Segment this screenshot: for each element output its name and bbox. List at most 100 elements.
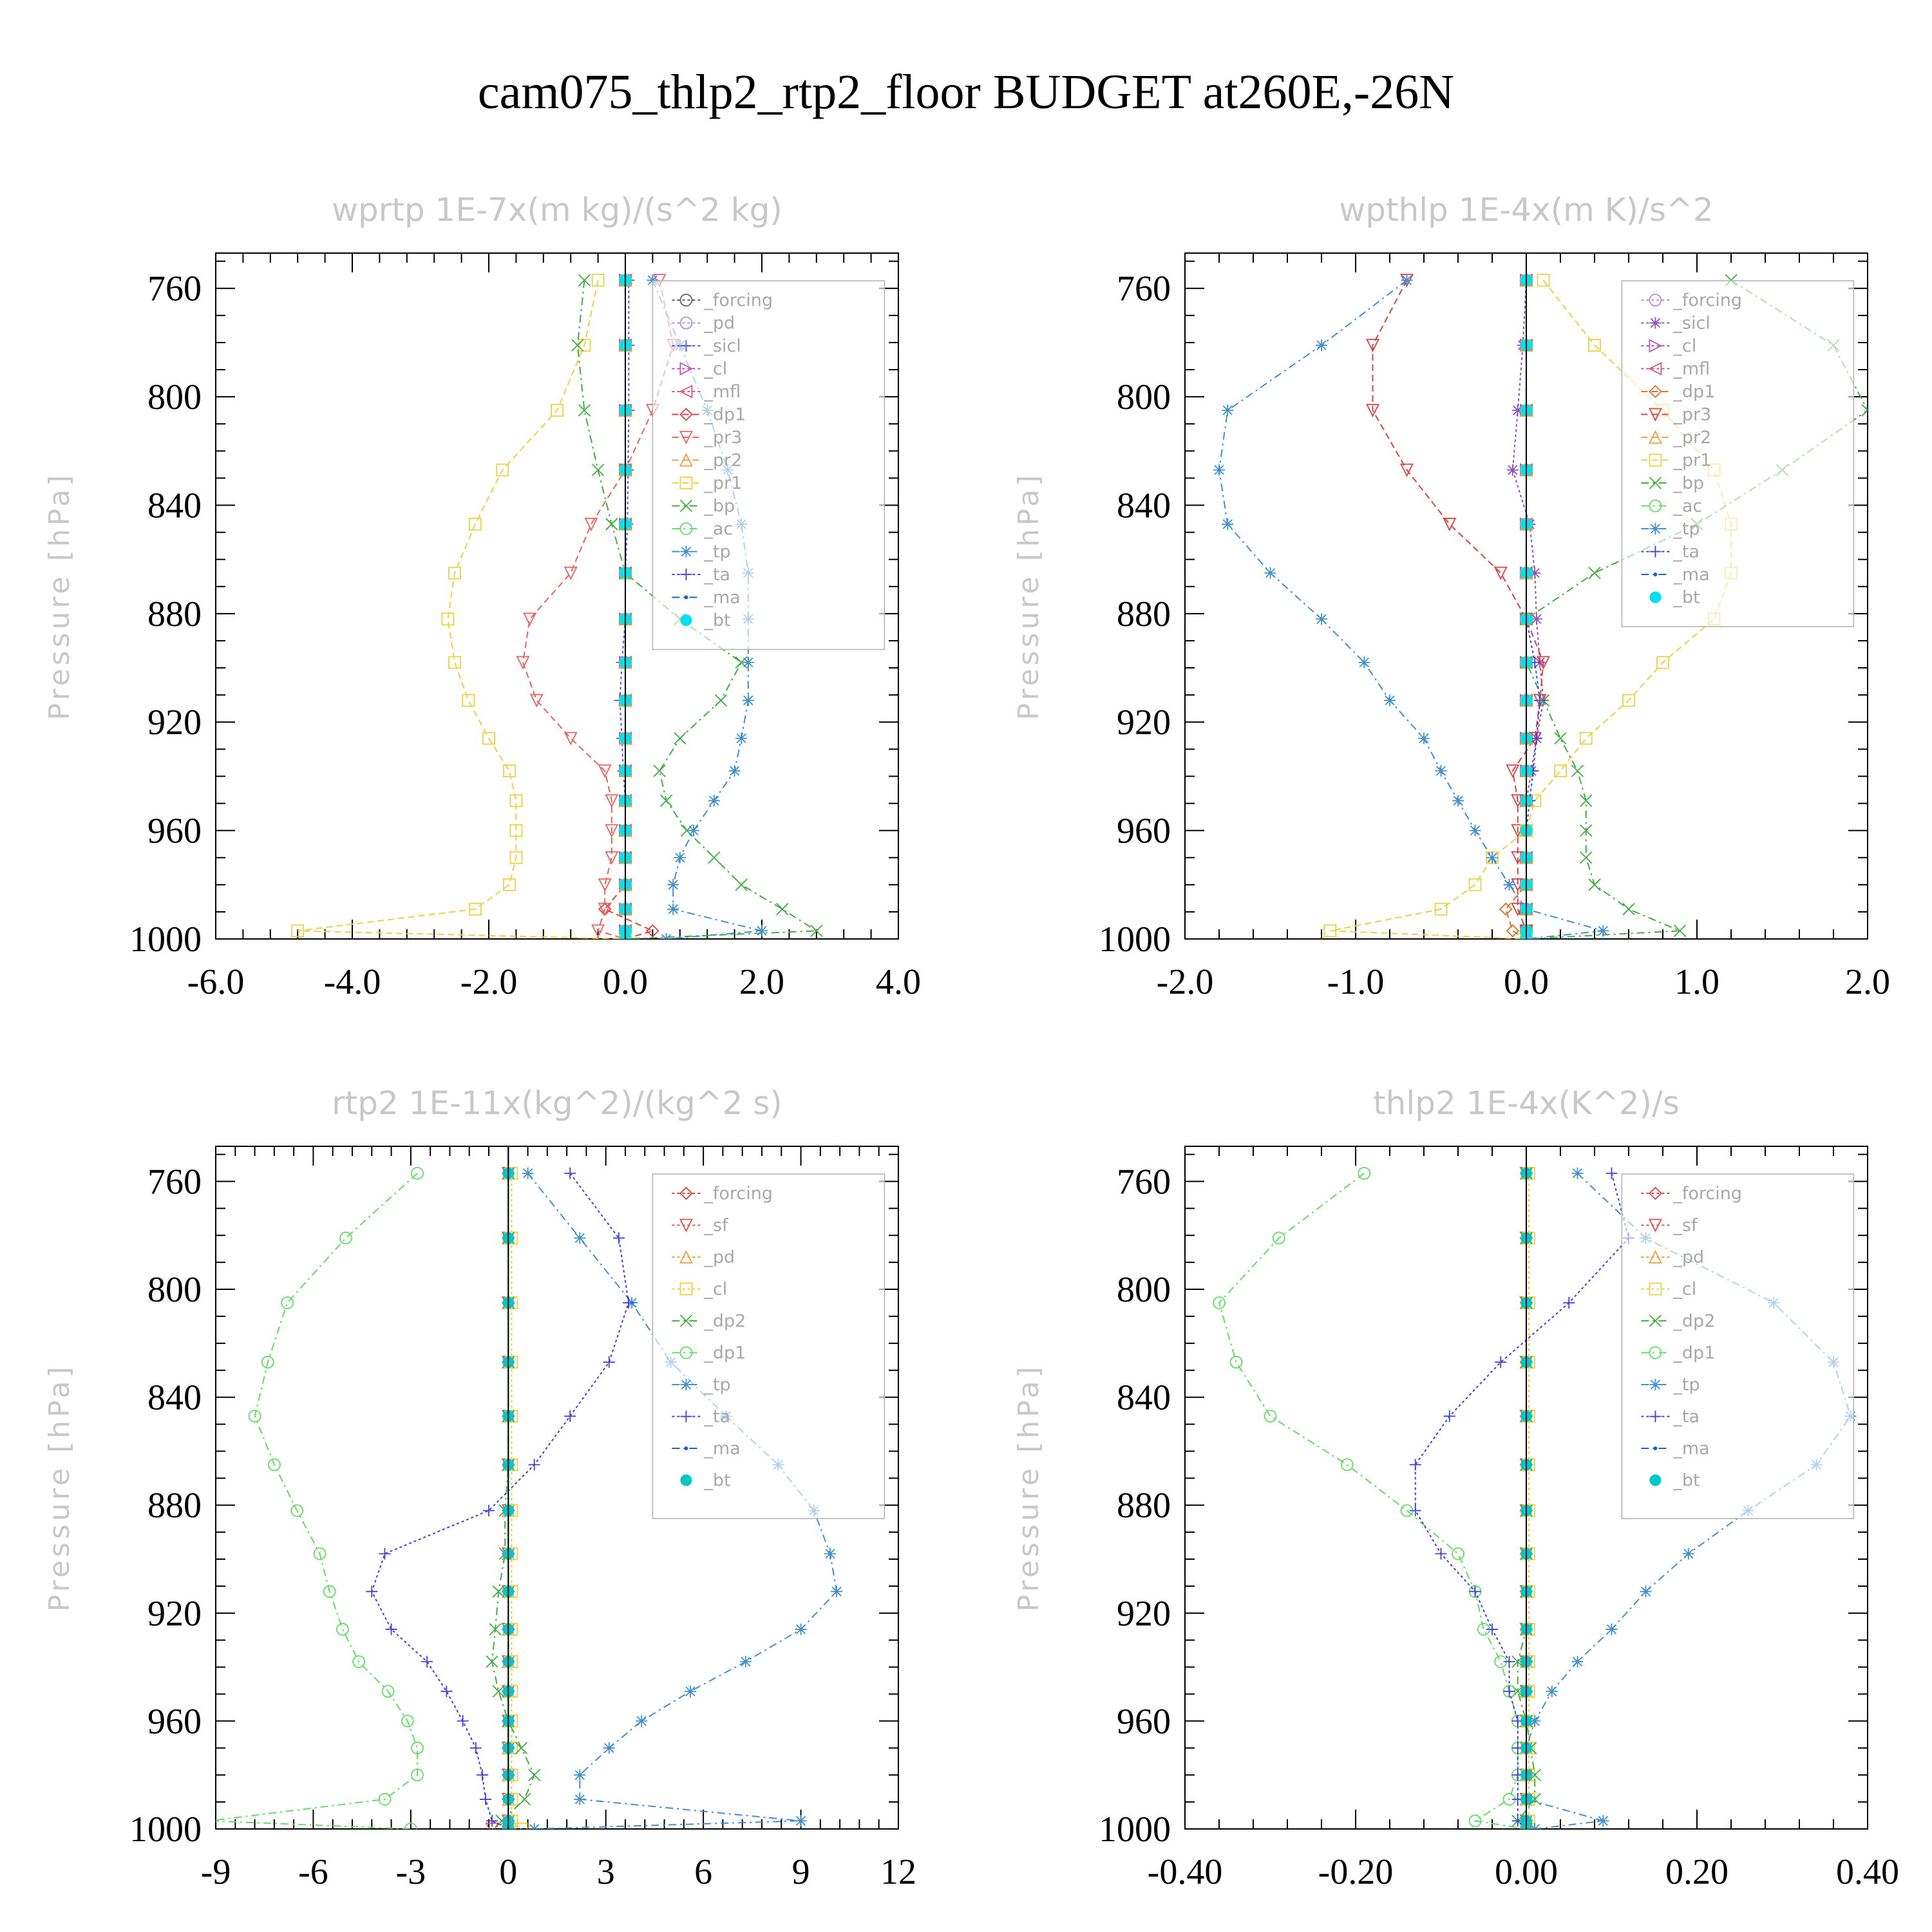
data-point xyxy=(598,902,612,916)
legend-marker xyxy=(1648,1218,1662,1233)
data-point xyxy=(564,1167,576,1179)
legend-item: _cl xyxy=(672,1280,727,1300)
legend-label: _ac xyxy=(703,519,733,539)
plot-frame xyxy=(215,1146,899,1830)
data-point xyxy=(735,732,748,744)
data-point xyxy=(476,1769,488,1781)
series-sicl xyxy=(1506,274,1549,939)
legend-marker xyxy=(1649,317,1662,329)
data-point xyxy=(1323,924,1337,938)
series-line xyxy=(216,1173,418,1829)
legend-label: _tp xyxy=(703,542,730,562)
data-point xyxy=(578,274,591,287)
data-point xyxy=(522,1167,534,1179)
legend-label: _ma xyxy=(1672,1439,1709,1459)
y-tick-label: 920 xyxy=(147,1594,202,1634)
legend-box xyxy=(652,1173,886,1519)
legend-label: _bt xyxy=(703,611,730,630)
legend-label: _pd xyxy=(703,314,735,334)
data-point xyxy=(1656,656,1669,669)
y-tick-label: 1000 xyxy=(1099,1810,1171,1850)
data-point xyxy=(623,1297,635,1309)
legend-marker xyxy=(1649,1379,1662,1390)
data-point xyxy=(515,1823,528,1829)
series-line xyxy=(576,279,819,939)
legend-item: _ma xyxy=(1641,565,1710,585)
x-tick-label: 3 xyxy=(597,1852,615,1892)
data-point xyxy=(1563,1297,1575,1309)
data-point xyxy=(248,1410,261,1423)
panel-1: wprtp 1E-7x(m kg)/(s^2 kg) Pressure [hPa]… xyxy=(43,191,921,1002)
y-tick-label: 880 xyxy=(147,594,202,634)
legend-label: _cl xyxy=(703,359,727,379)
legend-label: _dp1 xyxy=(703,405,746,425)
data-point xyxy=(1272,1231,1285,1245)
data-point xyxy=(1486,851,1498,864)
data-point xyxy=(1597,925,1609,937)
legend-item: _tp xyxy=(1641,519,1700,539)
data-point xyxy=(795,1815,807,1827)
legend-marker xyxy=(1649,1186,1662,1200)
legend-label: _sf xyxy=(1672,1216,1698,1236)
data-point xyxy=(646,924,659,938)
panel-title: wpthlp 1E-4x(m K)/s^2 xyxy=(1339,191,1713,229)
data-point xyxy=(1469,1586,1481,1598)
data-point xyxy=(1503,1656,1515,1668)
legend-label: _dp2 xyxy=(1672,1311,1715,1331)
x-tick-label: 0 xyxy=(499,1852,517,1892)
data-point xyxy=(605,851,619,865)
legend-item: _ta xyxy=(1641,542,1700,562)
x-tick-label: -9 xyxy=(201,1852,231,1892)
legend-marker xyxy=(1649,591,1662,603)
data-point xyxy=(674,732,687,745)
legend-label: _ma xyxy=(1672,565,1709,585)
data-point xyxy=(1493,566,1508,580)
legend-marker xyxy=(679,1282,693,1296)
series-line xyxy=(1218,279,1604,939)
data-point xyxy=(578,339,591,352)
legend-item: _tp xyxy=(672,542,731,562)
legend-label: _mfl xyxy=(1672,359,1710,379)
y-axis-label: Pressure [hPa] xyxy=(43,1363,76,1612)
legend-marker xyxy=(679,384,693,399)
data-point xyxy=(1499,902,1513,916)
data-point xyxy=(564,732,578,746)
data-point xyxy=(1222,518,1234,530)
legend-marker xyxy=(679,1314,693,1327)
series-tp xyxy=(1213,274,1609,939)
data-point xyxy=(605,794,619,808)
data-point xyxy=(1506,764,1520,779)
data-point xyxy=(1511,404,1524,417)
panel-title: rtp2 1E-11x(kg^2)/(kg^2 s) xyxy=(332,1084,782,1122)
data-point xyxy=(1529,1715,1541,1727)
series-line xyxy=(1218,1173,1527,1829)
legend-label: _dp1 xyxy=(703,1343,746,1363)
data-point xyxy=(591,274,605,287)
data-point xyxy=(486,1655,498,1668)
data-point xyxy=(659,794,673,807)
data-point xyxy=(708,851,721,864)
data-point xyxy=(411,1741,424,1755)
x-tick-label: 4.0 xyxy=(876,962,921,1002)
legend-item: _dp2 xyxy=(672,1311,746,1331)
x-tick-label: -2.0 xyxy=(1157,962,1214,1002)
legend-label: _bp xyxy=(1672,473,1704,493)
legend-label: _pr1 xyxy=(703,473,742,493)
data-point xyxy=(523,612,537,627)
data-point xyxy=(381,1685,395,1698)
legend-label: _bt xyxy=(1672,588,1700,608)
legend-item: _bt xyxy=(1649,588,1700,608)
legend-item: _ac xyxy=(672,519,733,539)
data-point xyxy=(1435,765,1447,777)
legend-marker xyxy=(1649,545,1662,558)
plot-frame xyxy=(215,252,899,940)
data-point xyxy=(605,824,619,838)
data-point xyxy=(486,1815,498,1827)
x-tick-label: 9 xyxy=(792,1852,810,1892)
y-axis-label: Pressure [hPa] xyxy=(43,472,76,721)
data-point xyxy=(728,765,741,777)
legend-item: _dp1 xyxy=(1641,382,1715,402)
legend: _forcing _sicl_cl _mfl _dp1 _pr3 _pr2 _pr1_bp _… xyxy=(1621,280,1855,627)
data-point xyxy=(1506,924,1520,938)
legend-marker xyxy=(1649,477,1662,489)
